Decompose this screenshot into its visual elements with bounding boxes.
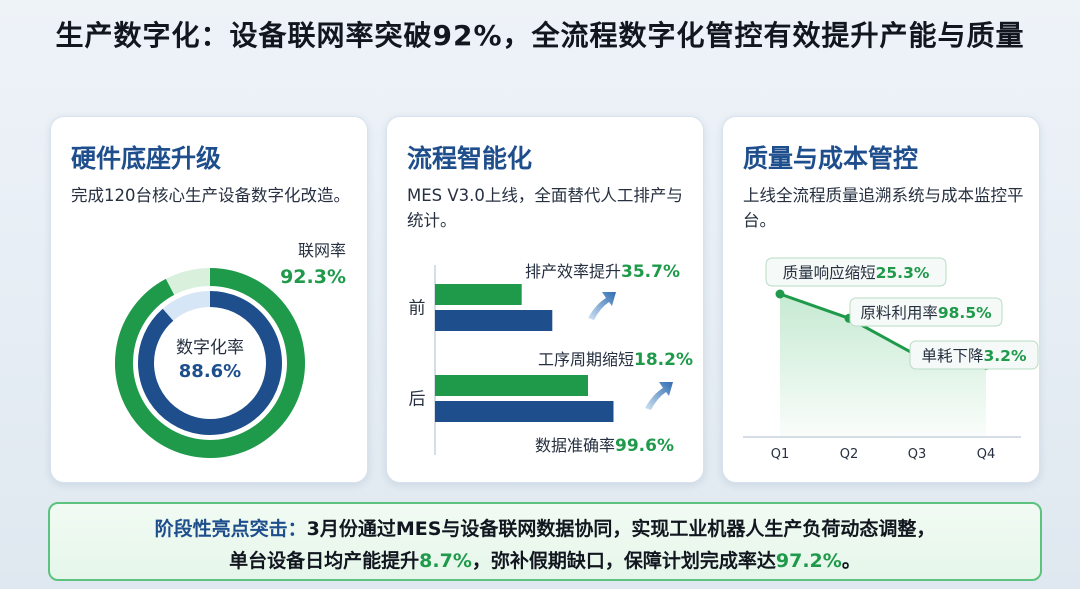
banner-value-2: 97.2% [775,550,842,572]
line-chart: Q1 Q2 Q3 Q4 质量响应缩短25.3% 原料利用率98.5% 单耗下降3.2% [743,257,1039,462]
trend-arrow-icon [588,292,616,320]
bar-category-label: 前 [409,299,426,319]
data-point [775,289,785,299]
callout-box [849,297,1003,327]
card-desc: 上线全流程质量追溯系统与成本监控平台。 [743,186,1024,230]
trend-arrow-icon [645,382,673,410]
x-tick-label: Q3 [908,447,927,462]
page-title: 生产数字化：设备联网率突破92%，全流程数字化管控有效提升产能与质量 [55,19,1025,52]
bar-chart: 前后 排产效率提升35.7% 工序周期缩短18.2% 数据准确率99.6% [409,262,694,456]
banner-text-2b: ，弥补假期缺口，保障计划完成率达 [471,550,776,572]
inner-ring-value: 88.6% [179,361,241,382]
card-hardware: 硬件底座升级 完成120台核心生产设备数字化改造。 数字化率 88.6% 联网率… [50,116,368,483]
callout-box [765,257,947,287]
banner-line-2: 单台设备日均产能提升8.7%，弥补假期缺口，保障计划完成率达97.2%。 [50,546,1040,573]
bar-category-label: 后 [409,390,426,410]
line-annotation: 单耗下降3.2% [921,347,1026,365]
card-process: 流程智能化 MES V3.0上线，全面替代人工排产与统计。 前后 排产效率提升35… [386,116,704,483]
bar [435,401,614,422]
line-annotation: 质量响应缩短25.3% [783,263,930,282]
card-title: 质量与成本管控 [743,144,919,173]
card-desc: MES V3.0上线，全面替代人工排产与统计。 [407,186,683,230]
card-title: 流程智能化 [407,144,533,173]
banner-line-1: 阶段性亮点突击：3月份通过MES与设备联网数据协同，实现工业机器人生产负荷动态调… [50,514,1040,541]
outer-ring-label: 联网率 [298,241,346,260]
card-quality: 质量与成本管控 上线全流程质量追溯系统与成本监控平台。 Q1 Q2 Q3 Q4 质量响应… [722,116,1040,483]
bar-annotation: 排产效率提升35.7% [525,262,680,282]
inner-ring-label: 数字化率 [176,338,244,358]
bar-annotation: 数据准确率99.6% [535,436,674,456]
x-tick-label: Q1 [771,447,790,462]
banner-prefix: 阶段性亮点突击： [154,518,307,540]
callout-box [909,340,1039,370]
banner-text-2a: 单台设备日均产能提升 [229,550,420,572]
donut-chart: 数字化率 88.6% 联网率 92.3% [115,241,346,458]
banner-value-1: 8.7% [419,550,472,572]
highlight-banner: 阶段性亮点突击：3月份通过MES与设备联网数据协同，实现工业机器人生产负荷动态调… [48,502,1042,581]
outer-ring-value: 92.3% [280,266,346,288]
card-desc: 完成120台核心生产设备数字化改造。 [71,186,350,205]
card-title: 硬件底座升级 [71,144,222,173]
x-tick-label: Q2 [840,447,859,462]
bar [435,375,588,396]
bar [435,310,553,331]
inner-ring-arc [138,291,282,435]
x-tick-label: Q4 [977,447,996,462]
area-fill [780,294,986,437]
outer-ring-arc [115,268,305,458]
banner-text-2c: 。 [841,550,861,572]
bar-annotation: 工序周期缩短18.2% [538,350,693,370]
banner-text-1: 3月份通过MES与设备联网数据协同，实现工业机器人生产负荷动态调整， [306,518,936,540]
line-annotation: 原料利用率98.5% [860,304,992,322]
bar [435,284,522,305]
